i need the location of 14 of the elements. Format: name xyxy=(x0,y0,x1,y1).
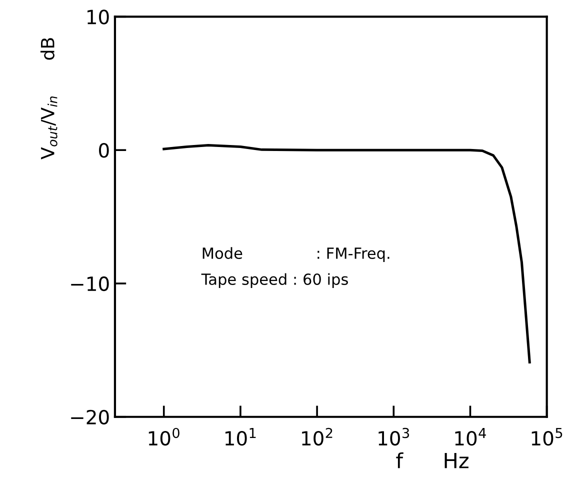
x-tick-label: 10$^{3}$ xyxy=(378,428,410,446)
y-tick-label: 10 xyxy=(88,10,109,24)
annotation: Mode : FM-Freq. xyxy=(202,247,390,262)
y-tick-label: −20 xyxy=(71,410,109,425)
y-tick-label: −10 xyxy=(71,276,109,292)
x-tick-label: 10$^{0}$ xyxy=(148,428,180,446)
x-tick-label: 10$^{4}$ xyxy=(455,428,486,446)
x-axis-title: f Hz xyxy=(396,452,468,468)
text: V$_{out}$/V$_{in}$ dB xyxy=(40,38,58,160)
x-tick-label: 10$^{1}$ xyxy=(225,428,256,446)
x-tick-label: 10$^{5}$ xyxy=(532,428,562,446)
y-tick-label: 0 xyxy=(99,143,109,158)
x-tick-label: 10$^{2}$ xyxy=(302,428,332,446)
annotation: Tape speed : 60 ips xyxy=(201,273,348,288)
